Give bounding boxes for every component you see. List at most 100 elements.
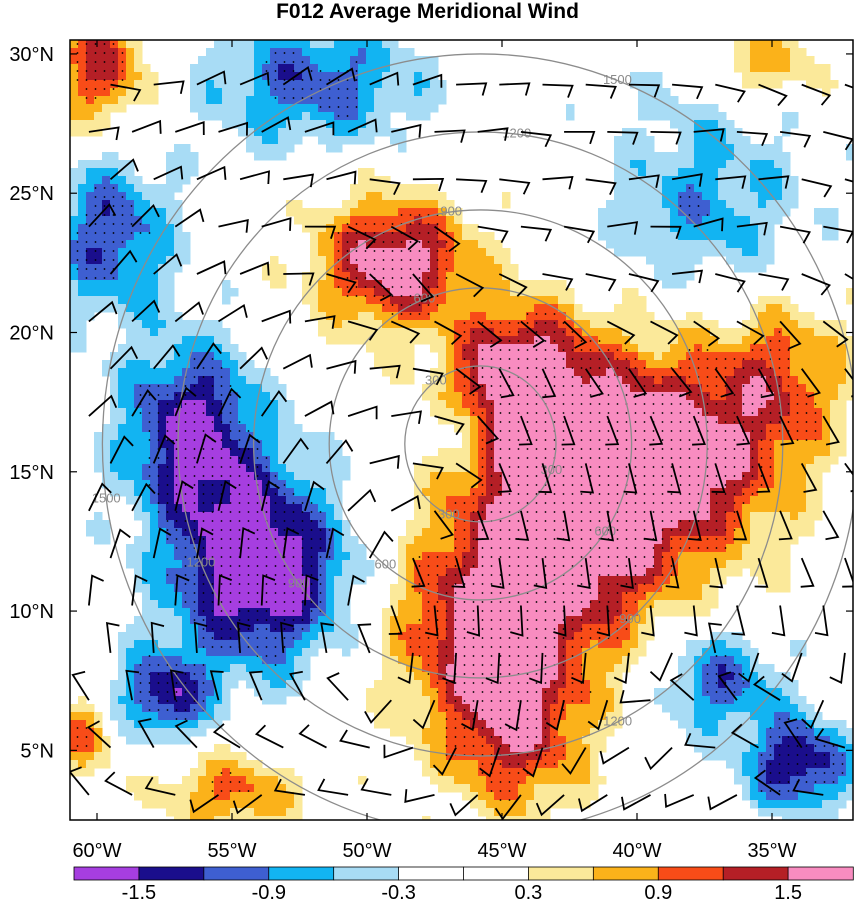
heatmap-cell — [678, 488, 687, 497]
heatmap-cell — [262, 408, 271, 417]
heatmap-cell — [262, 648, 271, 657]
heatmap-cell — [198, 536, 207, 545]
heatmap-cell — [518, 496, 527, 505]
heatmap-cell — [534, 400, 543, 409]
heatmap-cell — [190, 96, 199, 105]
heatmap-cell — [462, 552, 471, 561]
heatmap-cell — [574, 376, 583, 385]
heatmap-cell — [238, 664, 247, 673]
heatmap-cell — [326, 552, 335, 561]
heatmap-cell — [158, 504, 167, 513]
heatmap-cell — [534, 504, 543, 513]
heatmap-cell — [830, 216, 839, 225]
heatmap-cell — [454, 616, 463, 625]
heatmap-cell — [766, 376, 775, 385]
heatmap-cell — [742, 192, 751, 201]
heatmap-cell — [310, 480, 319, 489]
heatmap-cell — [774, 376, 783, 385]
heatmap-cell — [110, 88, 119, 97]
heatmap-cell — [478, 264, 487, 273]
heatmap-cell — [126, 256, 135, 265]
heatmap-cell — [550, 656, 559, 665]
heatmap-cell — [214, 496, 223, 505]
heatmap-cell — [326, 464, 335, 473]
heatmap-cell — [382, 64, 391, 73]
heatmap-cell — [318, 128, 327, 137]
heatmap-cell — [70, 232, 79, 241]
heatmap-cell — [310, 72, 319, 81]
heatmap-cell — [766, 248, 775, 257]
heatmap-cell — [166, 152, 175, 161]
heatmap-cell — [734, 560, 743, 569]
heatmap-cell — [790, 464, 799, 473]
heatmap-cell — [710, 360, 719, 369]
heatmap-cell — [678, 128, 687, 137]
heatmap-cell — [390, 136, 399, 145]
heatmap-cell — [342, 624, 351, 633]
heatmap-cell — [278, 424, 287, 433]
heatmap-cell — [470, 360, 479, 369]
heatmap-cell — [630, 552, 639, 561]
heatmap-cell — [238, 432, 247, 441]
heatmap-cell — [430, 488, 439, 497]
heatmap-cell — [590, 640, 599, 649]
heatmap-cell — [358, 296, 367, 305]
heatmap-cell — [550, 288, 559, 297]
heatmap-cell — [734, 456, 743, 465]
heatmap-cell — [614, 592, 623, 601]
heatmap-cell — [110, 488, 119, 497]
heatmap-cell — [846, 392, 853, 401]
heatmap-cell — [606, 496, 615, 505]
heatmap-cell — [246, 416, 255, 425]
heatmap-cell — [334, 240, 343, 249]
heatmap-cell — [94, 72, 103, 81]
heatmap-cell — [630, 152, 639, 161]
heatmap-cell — [166, 328, 175, 337]
heatmap-cell — [686, 344, 695, 353]
heatmap-cell — [454, 256, 463, 265]
heatmap-cell — [390, 344, 399, 353]
heatmap-cell — [742, 384, 751, 393]
heatmap-cell — [726, 336, 735, 345]
heatmap-cell — [574, 400, 583, 409]
heatmap-cell — [774, 408, 783, 417]
heatmap-cell — [118, 400, 127, 409]
heatmap-cell — [614, 656, 623, 665]
heatmap-cell — [670, 248, 679, 257]
heatmap-cell — [470, 424, 479, 433]
heatmap-cell — [102, 440, 111, 449]
heatmap-cell — [398, 64, 407, 73]
heatmap-cell — [390, 352, 399, 361]
heatmap-cell — [70, 128, 79, 137]
heatmap-cell — [366, 136, 375, 145]
heatmap-cell — [574, 648, 583, 657]
heatmap-cell — [534, 464, 543, 473]
heatmap-cell — [110, 72, 119, 81]
heatmap-cell — [806, 72, 815, 81]
heatmap-cell — [342, 536, 351, 545]
heatmap-cell — [350, 240, 359, 249]
heatmap-cell — [406, 560, 415, 569]
heatmap-cell — [558, 472, 567, 481]
heatmap-cell — [318, 456, 327, 465]
heatmap-cell — [486, 296, 495, 305]
heatmap-cell — [246, 600, 255, 609]
heatmap-cell — [166, 376, 175, 385]
heatmap-cell — [406, 296, 415, 305]
heatmap-cell — [742, 144, 751, 153]
heatmap-cell — [670, 392, 679, 401]
heatmap-cell — [350, 112, 359, 121]
heatmap-cell — [742, 424, 751, 433]
heatmap-cell — [638, 432, 647, 441]
heatmap-cell — [278, 608, 287, 617]
heatmap-cell — [222, 496, 231, 505]
heatmap-cell — [134, 584, 143, 593]
heatmap-cell — [774, 328, 783, 337]
heatmap-cell — [246, 456, 255, 465]
heatmap-cell — [270, 648, 279, 657]
heatmap-cell — [182, 392, 191, 401]
heatmap-cell — [366, 560, 375, 569]
heatmap-cell — [310, 544, 319, 553]
heatmap-cell — [126, 320, 135, 329]
heatmap-cell — [694, 496, 703, 505]
